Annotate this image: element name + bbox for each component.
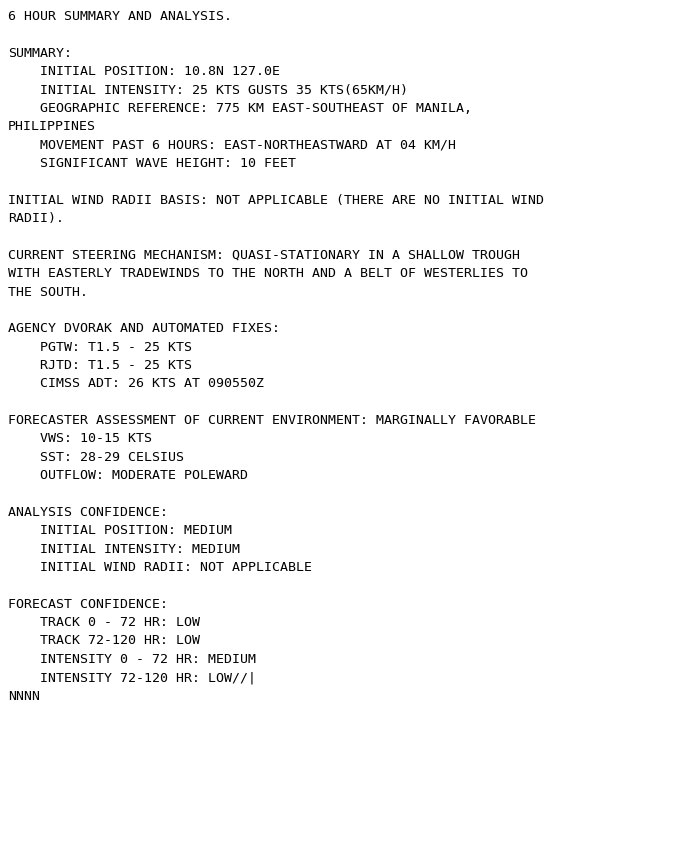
Text: INITIAL WIND RADII BASIS: NOT APPLICABLE (THERE ARE NO INITIAL WIND: INITIAL WIND RADII BASIS: NOT APPLICABLE… <box>8 194 544 207</box>
Text: NNNN: NNNN <box>8 690 40 702</box>
Text: SIGNIFICANT WAVE HEIGHT: 10 FEET: SIGNIFICANT WAVE HEIGHT: 10 FEET <box>8 157 296 170</box>
Text: RADII).: RADII). <box>8 212 64 225</box>
Text: TRACK 72-120 HR: LOW: TRACK 72-120 HR: LOW <box>8 635 200 647</box>
Text: PGTW: T1.5 - 25 KTS: PGTW: T1.5 - 25 KTS <box>8 341 192 353</box>
Text: RJTD: T1.5 - 25 KTS: RJTD: T1.5 - 25 KTS <box>8 359 192 372</box>
Text: INITIAL INTENSITY: MEDIUM: INITIAL INTENSITY: MEDIUM <box>8 543 240 556</box>
Text: VWS: 10-15 KTS: VWS: 10-15 KTS <box>8 432 152 445</box>
Text: INITIAL POSITION: 10.8N 127.0E: INITIAL POSITION: 10.8N 127.0E <box>8 65 280 78</box>
Text: THE SOUTH.: THE SOUTH. <box>8 286 88 298</box>
Text: INITIAL POSITION: MEDIUM: INITIAL POSITION: MEDIUM <box>8 524 232 537</box>
Text: SST: 28-29 CELSIUS: SST: 28-29 CELSIUS <box>8 451 184 464</box>
Text: FORECASTER ASSESSMENT OF CURRENT ENVIRONMENT: MARGINALLY FAVORABLE: FORECASTER ASSESSMENT OF CURRENT ENVIRON… <box>8 414 536 427</box>
Text: 6 HOUR SUMMARY AND ANALYSIS.: 6 HOUR SUMMARY AND ANALYSIS. <box>8 10 232 23</box>
Text: CIMSS ADT: 26 KTS AT 090550Z: CIMSS ADT: 26 KTS AT 090550Z <box>8 378 264 390</box>
Text: INTENSITY 0 - 72 HR: MEDIUM: INTENSITY 0 - 72 HR: MEDIUM <box>8 652 256 666</box>
Text: CURRENT STEERING MECHANISM: QUASI-STATIONARY IN A SHALLOW TROUGH: CURRENT STEERING MECHANISM: QUASI-STATIO… <box>8 249 520 262</box>
Text: ANALYSIS CONFIDENCE:: ANALYSIS CONFIDENCE: <box>8 506 168 519</box>
Text: AGENCY DVORAK AND AUTOMATED FIXES:: AGENCY DVORAK AND AUTOMATED FIXES: <box>8 322 280 336</box>
Text: SUMMARY:: SUMMARY: <box>8 46 72 60</box>
Text: TRACK 0 - 72 HR: LOW: TRACK 0 - 72 HR: LOW <box>8 616 200 629</box>
Text: MOVEMENT PAST 6 HOURS: EAST-NORTHEASTWARD AT 04 KM/H: MOVEMENT PAST 6 HOURS: EAST-NORTHEASTWAR… <box>8 138 456 152</box>
Text: PHILIPPINES: PHILIPPINES <box>8 121 96 133</box>
Text: INTENSITY 72-120 HR: LOW//|: INTENSITY 72-120 HR: LOW//| <box>8 671 256 685</box>
Text: INITIAL WIND RADII: NOT APPLICABLE: INITIAL WIND RADII: NOT APPLICABLE <box>8 561 312 574</box>
Text: FORECAST CONFIDENCE:: FORECAST CONFIDENCE: <box>8 598 168 610</box>
Text: GEOGRAPHIC REFERENCE: 775 KM EAST-SOUTHEAST OF MANILA,: GEOGRAPHIC REFERENCE: 775 KM EAST-SOUTHE… <box>8 102 472 115</box>
Text: INITIAL INTENSITY: 25 KTS GUSTS 35 KTS(65KM/H): INITIAL INTENSITY: 25 KTS GUSTS 35 KTS(6… <box>8 83 408 96</box>
Text: OUTFLOW: MODERATE POLEWARD: OUTFLOW: MODERATE POLEWARD <box>8 470 248 482</box>
Text: WITH EASTERLY TRADEWINDS TO THE NORTH AND A BELT OF WESTERLIES TO: WITH EASTERLY TRADEWINDS TO THE NORTH AN… <box>8 267 528 280</box>
